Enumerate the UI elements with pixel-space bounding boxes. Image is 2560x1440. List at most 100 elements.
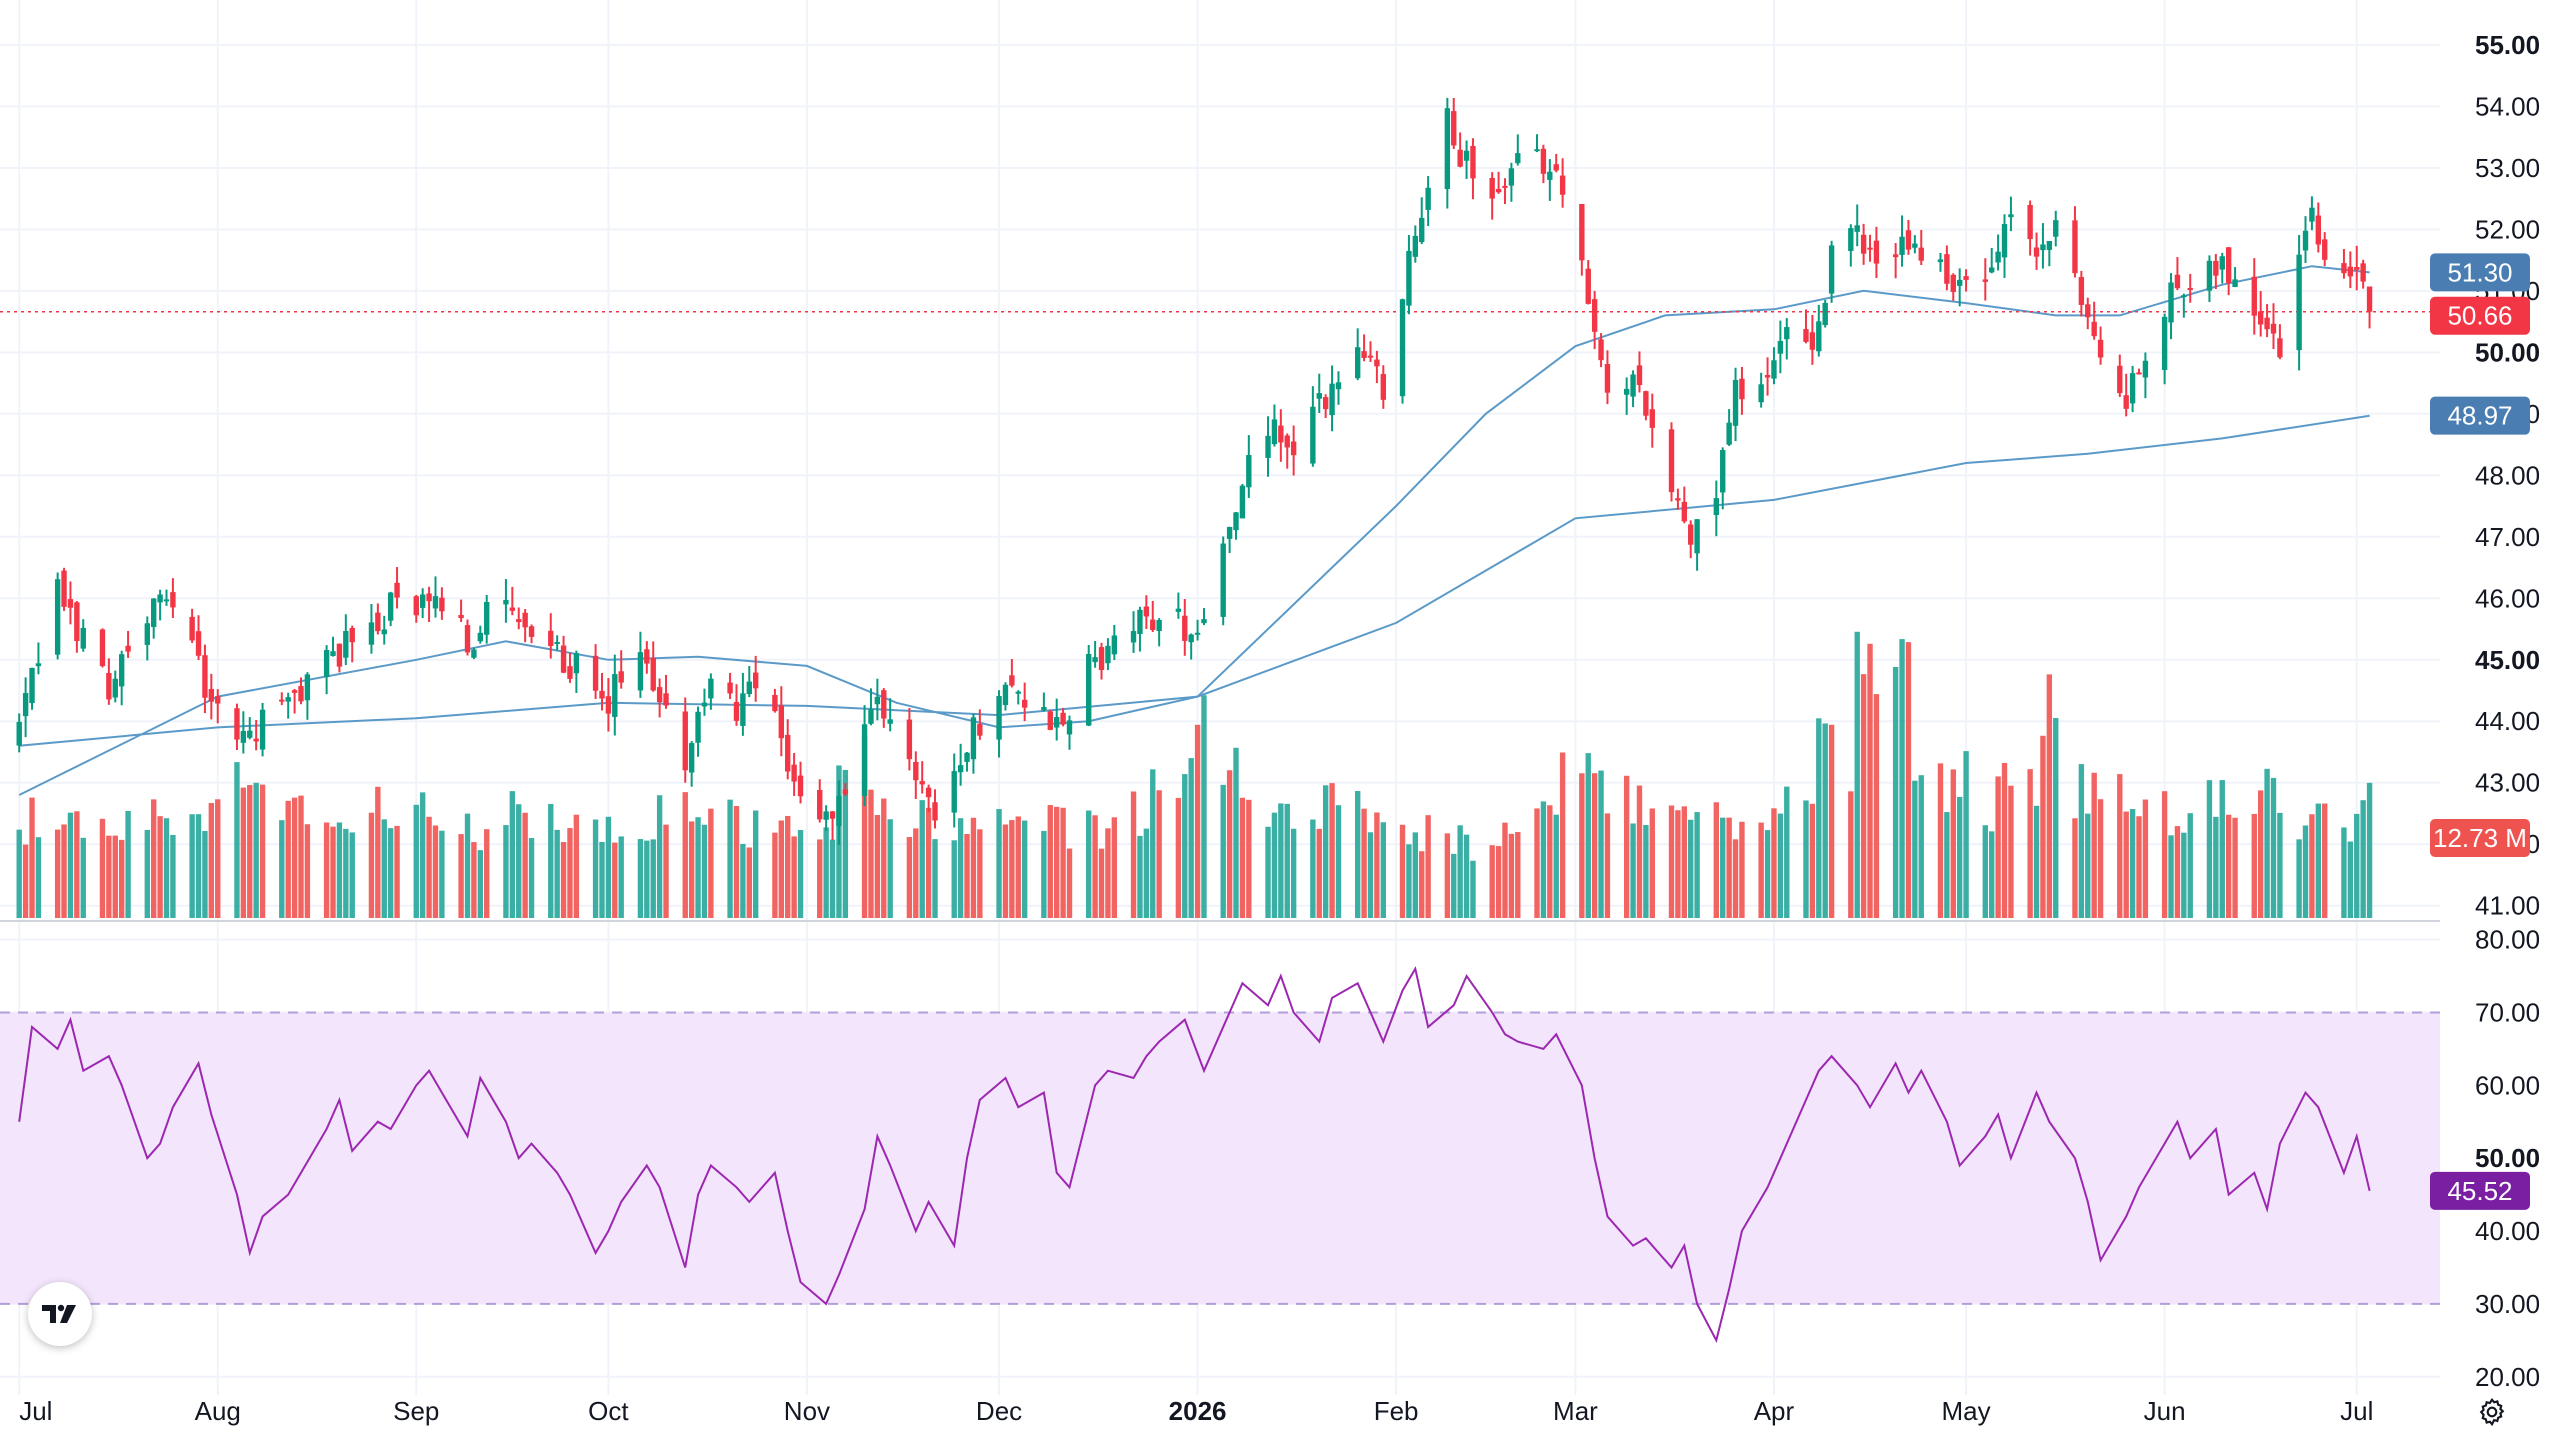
candle-body: [592, 655, 599, 691]
time-tick-label: Nov: [784, 1396, 830, 1426]
volume-bar: [688, 821, 695, 918]
price-axis[interactable]: 55.0054.0053.0052.0051.0050.0049.0048.00…: [2475, 30, 2540, 921]
price-tick-label: 46.00: [2475, 583, 2540, 613]
candle-body: [977, 724, 983, 736]
volume-bar: [733, 806, 740, 918]
rsi-axis[interactable]: 80.00 70.00 60.00 50.00 40.00 30.00 20.00: [2475, 925, 2540, 1392]
volume-bar: [439, 830, 445, 918]
time-axis[interactable]: Jul Aug Sep Oct Nov Dec 2026 Feb Mar Apr May Jun Jul: [19, 1396, 2373, 1426]
volume-bar: [695, 817, 701, 918]
candle-body: [1233, 512, 1239, 531]
candle-body: [2270, 323, 2277, 334]
volume-bar: [964, 833, 970, 918]
volume-bar: [1515, 832, 1521, 918]
candle-body: [1982, 279, 1988, 282]
price-tick-label: 43.00: [2475, 768, 2540, 798]
volume-bar: [1649, 808, 1655, 918]
candle-body: [1457, 149, 1463, 167]
volume-bar: [791, 836, 797, 918]
candle-body: [1021, 699, 1028, 708]
candle-body: [253, 738, 259, 742]
candle-body: [1002, 684, 1009, 706]
volume-bar: [2136, 816, 2142, 918]
volume-bar: [1367, 832, 1374, 918]
volume-bar: [1688, 819, 1694, 918]
volume-bar: [240, 787, 247, 918]
candle-body: [503, 599, 509, 605]
candle-body: [906, 719, 913, 760]
volume-bar: [1739, 821, 1745, 918]
candle-body: [1220, 543, 1226, 617]
volume-bar: [1534, 808, 1540, 918]
candle-body: [1630, 374, 1636, 397]
candle-body: [1322, 397, 1329, 410]
volume-bar: [163, 818, 170, 918]
candle-body: [605, 696, 612, 714]
candle-body: [330, 651, 336, 656]
volume-bar: [298, 795, 304, 918]
candle-body: [1502, 185, 1508, 188]
candle-body: [2033, 247, 2040, 257]
settings-gear-icon[interactable]: [2470, 1390, 2514, 1434]
candle-body: [240, 730, 247, 743]
candle-body: [1809, 332, 1816, 350]
logo-mark: [42, 1304, 76, 1323]
candle-body: [1278, 425, 1284, 443]
volume-value-label-bg: [2430, 819, 2530, 857]
candle-body: [16, 721, 22, 746]
volume-bar: [1713, 802, 1720, 918]
volume-bar: [215, 799, 221, 918]
candle-body: [861, 724, 868, 796]
volume-bar: [1963, 751, 1969, 918]
volume-bar: [1412, 832, 1419, 918]
candle-body: [195, 631, 202, 656]
candle-body: [2142, 360, 2149, 378]
volume-bar: [1463, 834, 1470, 918]
volume-bar: [2181, 832, 2187, 918]
candle-body: [560, 645, 567, 673]
candle-body: [2117, 365, 2123, 394]
volume-bar: [54, 829, 61, 918]
candlesticks[interactable]: [16, 97, 2373, 846]
candle-body: [2174, 274, 2181, 289]
volume-bar: [1579, 773, 1585, 918]
volume-bar: [1848, 791, 1854, 918]
volume-bar: [1271, 812, 1278, 918]
candle-body: [1822, 302, 1828, 326]
volume-bar: [247, 785, 253, 918]
volume-bar: [1066, 848, 1073, 918]
candle-body: [881, 690, 887, 719]
time-tick-label: Feb: [1374, 1396, 1419, 1426]
volume-bar: [125, 810, 131, 918]
volume-bar: [528, 838, 535, 918]
volume-bar: [1021, 820, 1028, 918]
volume-bar: [1137, 835, 1143, 918]
candle-body: [1944, 254, 1950, 284]
candle-body: [2219, 256, 2225, 270]
candle-body: [509, 607, 516, 611]
candle-body: [957, 765, 964, 773]
rsi-tick-label: 40.00: [2475, 1216, 2540, 1246]
volume-bar: [2001, 762, 2008, 918]
candle-body: [1054, 717, 1060, 728]
volume-bar: [1540, 801, 1547, 918]
volume-bar: [2008, 785, 2014, 918]
candle-body: [1047, 711, 1053, 730]
volume-bar: [22, 844, 29, 918]
volume-bar: [2270, 777, 2277, 918]
volume-bar: [829, 839, 836, 918]
volume-bars: [16, 631, 2373, 918]
tradingview-logo-icon[interactable]: [28, 1282, 92, 1346]
volume-bar: [2078, 764, 2085, 918]
candle-body: [1937, 259, 1944, 263]
candle-body: [2187, 288, 2193, 291]
candle-body: [1111, 635, 1118, 655]
candle-body: [1585, 268, 1591, 304]
volume-bar: [471, 842, 477, 918]
volume-bar: [1495, 846, 1502, 918]
candle-body: [1956, 279, 1963, 286]
candle-body: [548, 630, 554, 647]
time-tick-label: Sep: [393, 1396, 439, 1426]
candle-body: [202, 655, 208, 698]
